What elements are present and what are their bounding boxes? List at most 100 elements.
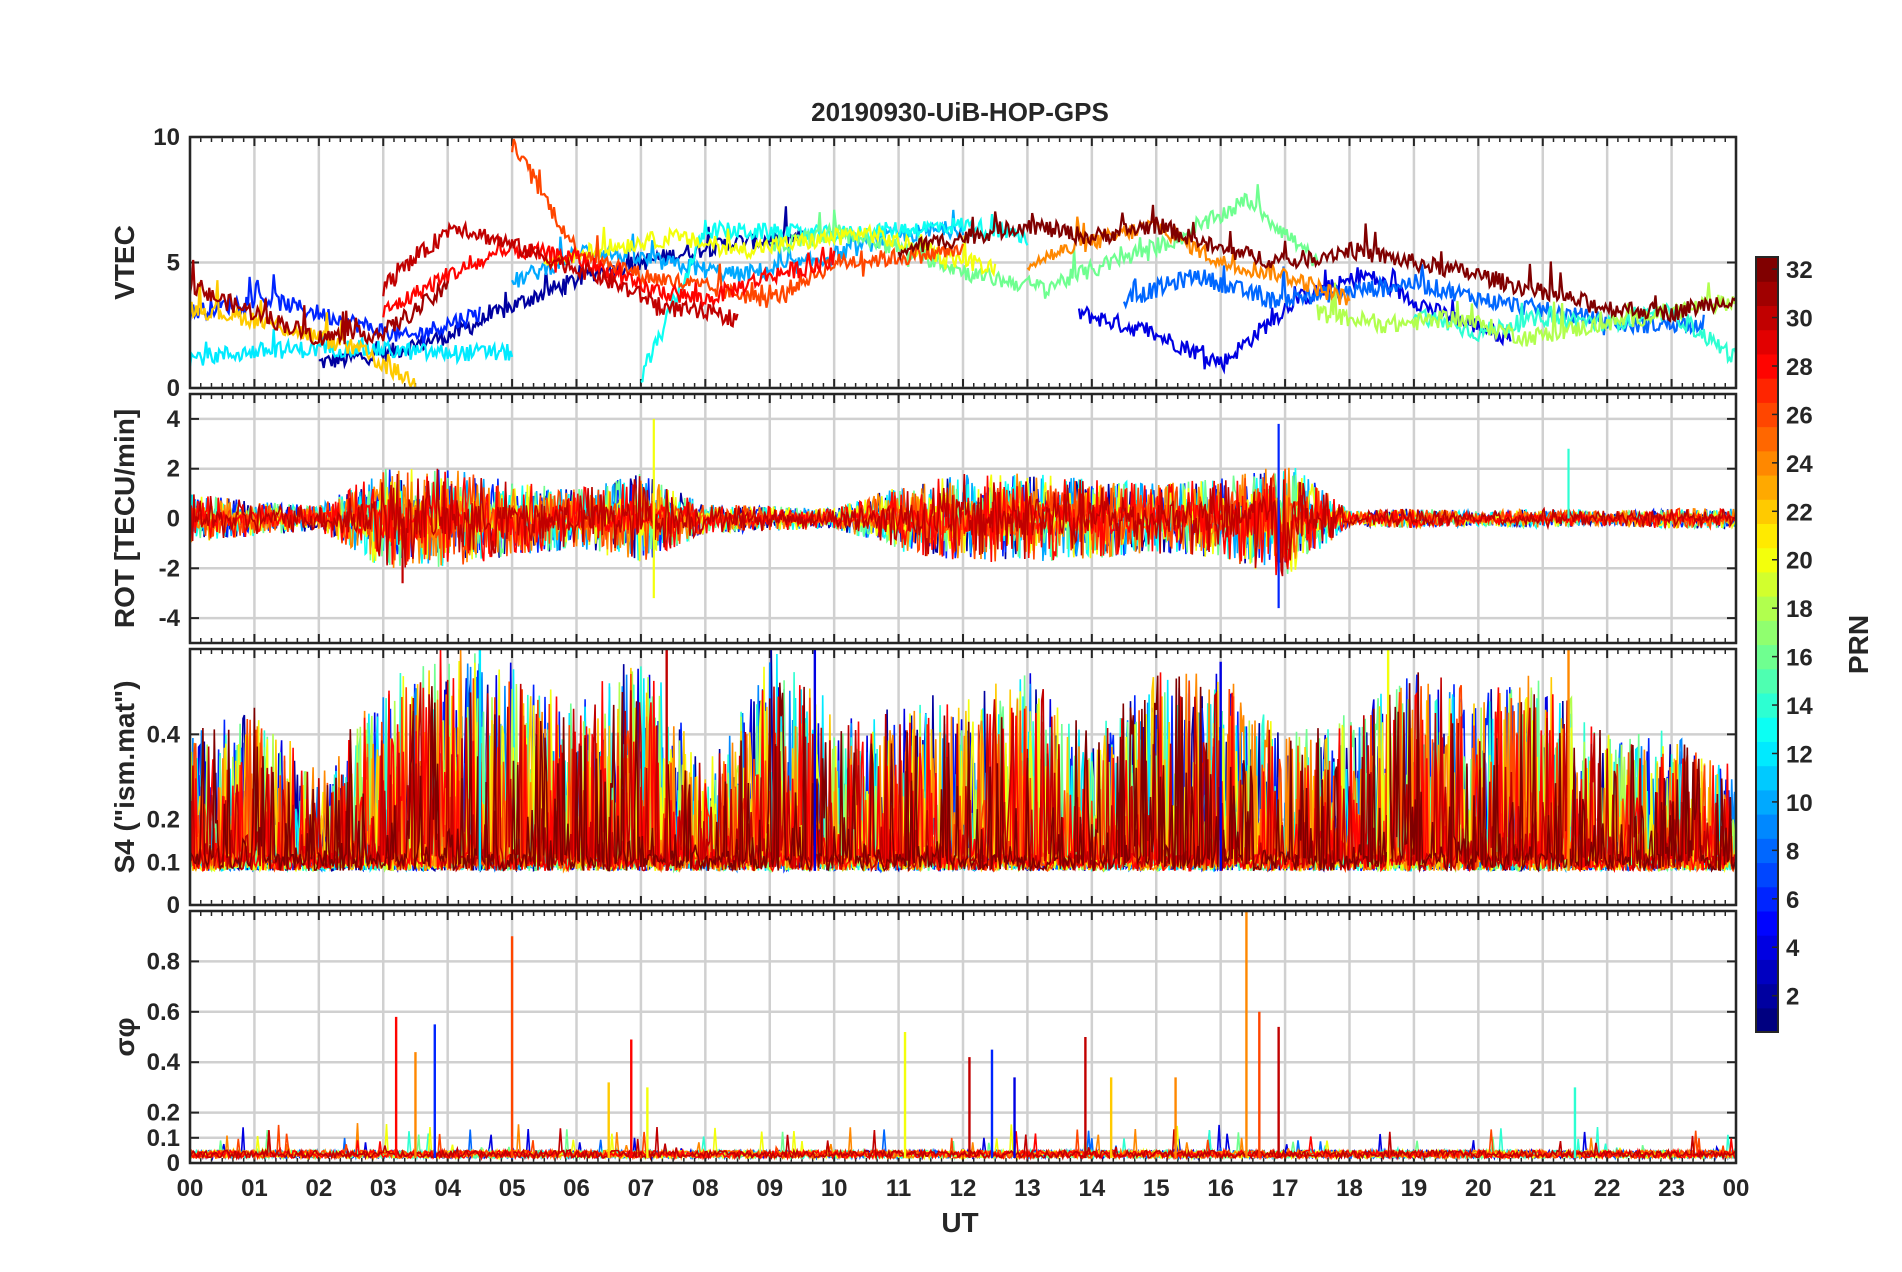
colorbar-band: [1756, 789, 1778, 815]
x-tick-label: 16: [1207, 1175, 1234, 1202]
x-tick-label: 13: [1014, 1175, 1041, 1202]
x-tick-label: 09: [756, 1175, 783, 1202]
colorbar-band: [1756, 378, 1778, 403]
colorbar-band: [1756, 305, 1778, 331]
vtec-series-prn-26: [511, 138, 965, 308]
colorbar-band: [1756, 692, 1778, 718]
x-tick-label: 05: [499, 1175, 526, 1202]
colorbar-tick-label: 30: [1786, 306, 1813, 333]
colorbar-tick-label: 16: [1786, 645, 1813, 672]
x-tick-label: 22: [1594, 1175, 1621, 1202]
x-tick-label: 21: [1529, 1175, 1556, 1202]
colorbar-band: [1756, 1007, 1778, 1033]
colorbar-band: [1756, 329, 1778, 355]
vtec-series-prn-30: [382, 219, 739, 329]
colorbar-band: [1756, 426, 1778, 452]
x-tick-label: 19: [1401, 1175, 1428, 1202]
colorbar-band: [1756, 281, 1778, 307]
y-tick-label: 0.6: [147, 999, 180, 1026]
chart-title: 20190930-UiB-HOP-GPS: [811, 97, 1109, 127]
colorbar-tick-label: 8: [1786, 838, 1799, 865]
colorbar-band: [1756, 910, 1778, 936]
panel-s4: 0 0.1 0.2 0.4 S4 ("ism.mat"): [109, 647, 1738, 919]
colorbar-tick-label: 18: [1786, 596, 1813, 623]
x-tick-label: 20: [1465, 1175, 1492, 1202]
panel-frame: [188, 135, 1738, 390]
panel-data: [190, 418, 1736, 609]
y-axis-label-s4: S4 ("ism.mat"): [109, 680, 140, 873]
vtec-series-prn-2: [318, 206, 804, 370]
colorbar-band: [1756, 935, 1778, 960]
colorbar-band: [1756, 814, 1778, 839]
x-axis-label: UT: [941, 1207, 978, 1238]
vtec-series-prn-12: [190, 329, 514, 367]
x-tick-label: 04: [434, 1175, 461, 1202]
vtec-series-prn-6: [190, 274, 481, 346]
panel-data: [190, 649, 1736, 874]
x-tick-label: 08: [692, 1175, 719, 1202]
sigma-series-prn-28: [190, 1130, 1736, 1161]
y-tick-label: 2: [167, 456, 180, 483]
x-tick-label: 10: [821, 1175, 848, 1202]
colorbar-band: [1756, 402, 1778, 428]
colorbar-band: [1756, 571, 1778, 597]
y-tick-label: 0: [167, 375, 180, 402]
colorbar-band: [1756, 450, 1778, 476]
colorbar-tick-label: 28: [1786, 354, 1813, 381]
colorbar-band: [1756, 596, 1778, 621]
colorbar-tick-label: 26: [1786, 402, 1813, 429]
y-tick-label: 0.8: [147, 948, 180, 975]
y-tick-label: -4: [159, 605, 181, 632]
colorbar-tick-label: 32: [1786, 257, 1813, 284]
colorbar-tick-label: 4: [1786, 935, 1800, 962]
colorbar-band: [1756, 886, 1778, 912]
y-tick-label: -2: [159, 555, 180, 582]
vtec-series-prn-32: [897, 204, 1736, 323]
colorbar-band: [1756, 838, 1778, 864]
colorbar-tick-label: 24: [1786, 451, 1813, 478]
colorbar-band: [1756, 983, 1778, 1009]
y-tick-label: 0: [167, 506, 180, 533]
colorbar-tick-label: 10: [1786, 790, 1813, 817]
x-tick-label: 06: [563, 1175, 590, 1202]
s4-series-prn-32: [190, 672, 1736, 873]
colorbar-band: [1756, 668, 1778, 694]
y-tick-label: 0.1: [147, 1125, 180, 1152]
s4-series-prn-24: [190, 649, 1736, 874]
colorbar-band: [1756, 474, 1778, 500]
y-tick-label: 0: [167, 1150, 180, 1177]
colorbar-tick-label: 20: [1786, 548, 1813, 575]
rot-series-prn-30: [190, 468, 1736, 577]
colorbar-tick-label: 22: [1786, 499, 1813, 526]
y-axis-label-rot: ROT [TECU/min]: [109, 409, 140, 628]
y-tick-label: 4: [167, 406, 181, 433]
colorbar-band: [1756, 959, 1778, 985]
y-tick-label: 0.4: [147, 1049, 181, 1076]
colorbar-band: [1756, 741, 1778, 767]
colorbar-band: [1756, 547, 1778, 573]
panel-vtec: 0 5 10 VTEC: [109, 124, 1738, 402]
colorbar-band: [1756, 620, 1778, 646]
x-tick-label: 00: [1723, 1175, 1750, 1202]
panel-data: [190, 138, 1736, 388]
x-tick-label: 07: [628, 1175, 655, 1202]
colorbar-label: PRN: [1843, 615, 1874, 674]
colorbar-band: [1756, 523, 1778, 549]
vtec-series-prn-8: [1122, 264, 1705, 336]
colorbar-band: [1756, 765, 1778, 791]
colorbar-tick-label: 2: [1786, 984, 1799, 1011]
y-tick-label: 0.2: [147, 1100, 180, 1127]
colorbar-tick-label: 14: [1786, 693, 1813, 720]
x-tick-label: 14: [1078, 1175, 1105, 1202]
vtec-series-prn-31: [190, 259, 449, 346]
y-axis-label-vtec: VTEC: [109, 225, 140, 300]
vtec-series-prn-10: [511, 209, 965, 288]
x-tick-label: 15: [1143, 1175, 1170, 1202]
vtec-series-prn-14: [1412, 297, 1736, 365]
y-tick-label: 0: [167, 892, 180, 919]
y-tick-label: 5: [167, 250, 180, 277]
rot-series-prn-28: [190, 471, 1736, 576]
